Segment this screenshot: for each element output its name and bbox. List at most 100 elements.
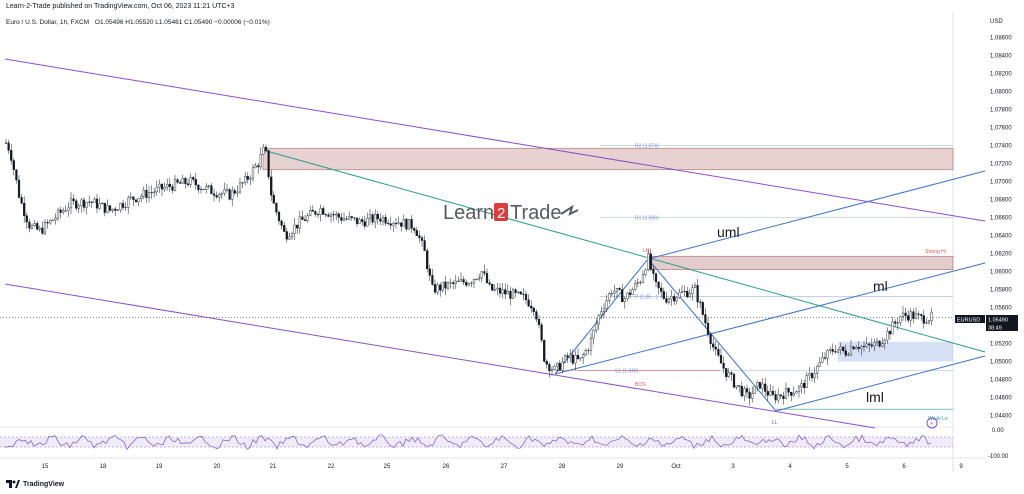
uml-label: uml xyxy=(717,224,740,240)
candle-body xyxy=(743,388,746,397)
currency-label: USD xyxy=(990,19,1003,25)
candle-body xyxy=(80,199,83,207)
candle-body xyxy=(379,218,382,222)
candle-body xyxy=(431,275,434,285)
candle-body xyxy=(691,287,694,294)
candle-body xyxy=(142,189,145,197)
time-tick-label: Oct xyxy=(671,464,681,470)
candle-body xyxy=(810,373,814,379)
candle-body xyxy=(173,179,177,191)
candle-body xyxy=(90,201,93,203)
candle-body xyxy=(67,207,70,211)
candle-body xyxy=(23,202,26,216)
candle-body xyxy=(795,391,798,394)
candle-body xyxy=(881,343,884,347)
candle-body xyxy=(522,293,525,295)
candle-body xyxy=(532,307,535,312)
time-tick-label: 27 xyxy=(501,464,508,470)
zones-layer xyxy=(262,147,954,362)
candle-body xyxy=(618,288,621,290)
last-price-symbol: EURUSD xyxy=(957,318,980,324)
candle-body xyxy=(192,177,195,180)
candle-body xyxy=(426,250,429,270)
candle-body xyxy=(774,394,777,401)
candle-body xyxy=(709,334,712,345)
candle-body xyxy=(922,315,925,324)
time-tick-label: 18 xyxy=(100,464,107,470)
candle-body xyxy=(394,223,398,225)
candle-body xyxy=(454,280,457,284)
candle-body xyxy=(111,208,114,211)
candle-body xyxy=(43,222,47,234)
lml-line xyxy=(775,355,986,412)
candle-body xyxy=(595,323,598,331)
candle-body xyxy=(322,208,325,215)
candle-body xyxy=(293,224,296,234)
candle-body xyxy=(506,291,509,295)
candle-body xyxy=(823,357,827,359)
tradingview-logo[interactable]: TradingView xyxy=(6,480,64,488)
candle-body xyxy=(917,313,920,315)
time-tick-label: 22 xyxy=(328,464,335,470)
candle-body xyxy=(93,198,96,203)
watermark-text-learn: Learn xyxy=(443,202,494,224)
candle-body xyxy=(212,193,216,196)
candle-body xyxy=(678,292,681,298)
time-axis[interactable]: 15 18 19 20 21 22 25 26 27 28 29 Oct 3 4 5 6 9 xyxy=(42,464,964,470)
candle-body xyxy=(241,182,244,184)
candlestick-series xyxy=(4,138,933,406)
candle-body xyxy=(610,293,613,295)
candle-body xyxy=(103,203,106,213)
candle-body xyxy=(301,216,304,220)
candle-body xyxy=(891,321,894,335)
price-tick-label: 1.07400 xyxy=(990,144,1012,150)
candle-body xyxy=(556,362,559,367)
candle-body xyxy=(608,293,611,301)
symbol-title[interactable]: Euro / U.S. Dollar, 1h, FXCM xyxy=(6,19,90,26)
price-axis[interactable]: 1.08600 1.08400 1.08200 1.08000 1.07800 1.076… xyxy=(990,36,1012,420)
time-tick-label: 15 xyxy=(42,464,49,470)
candle-body xyxy=(316,214,320,216)
watermark-text-trade: Trade xyxy=(510,202,562,224)
candle-body xyxy=(25,215,28,223)
candle-body xyxy=(7,142,10,151)
time-tick-label: 9 xyxy=(959,464,963,470)
price-tick-label: 1.07600 xyxy=(990,126,1012,132)
candle-body xyxy=(410,219,413,229)
candle-body xyxy=(283,225,286,232)
alert-icon[interactable] xyxy=(926,417,938,429)
candle-body xyxy=(904,312,907,316)
candle-body xyxy=(17,179,21,198)
candle-body xyxy=(829,349,832,351)
candle-body xyxy=(140,195,143,199)
candle-body xyxy=(20,197,23,204)
candle-body xyxy=(675,297,678,302)
candle-body xyxy=(537,318,541,325)
candle-body xyxy=(85,202,88,208)
candle-body xyxy=(657,281,660,289)
price-tick-label: 1.08200 xyxy=(990,72,1012,78)
candle-body xyxy=(15,169,18,181)
candle-body xyxy=(296,224,299,229)
candle-body xyxy=(602,308,606,312)
candle-body xyxy=(314,211,317,215)
candle-body xyxy=(69,198,73,209)
candle-body xyxy=(231,190,234,200)
candle-body xyxy=(862,346,866,348)
candle-body xyxy=(647,253,650,271)
ml-line xyxy=(554,262,986,375)
candle-body xyxy=(218,194,221,198)
candle-body xyxy=(530,305,533,309)
drawing-lines xyxy=(4,58,986,429)
demand-zone xyxy=(838,341,953,362)
candle-body xyxy=(868,343,871,346)
pivot-label: P (1.05…) xyxy=(635,295,658,301)
candle-body xyxy=(166,183,169,188)
candle-body xyxy=(582,354,585,358)
learn2trade-watermark: Learn 2 Trade xyxy=(443,202,579,224)
candle-body xyxy=(101,203,104,205)
candle-body xyxy=(75,200,78,209)
pivot-label: R1 (1.066) xyxy=(635,216,659,222)
candle-body xyxy=(701,302,704,315)
